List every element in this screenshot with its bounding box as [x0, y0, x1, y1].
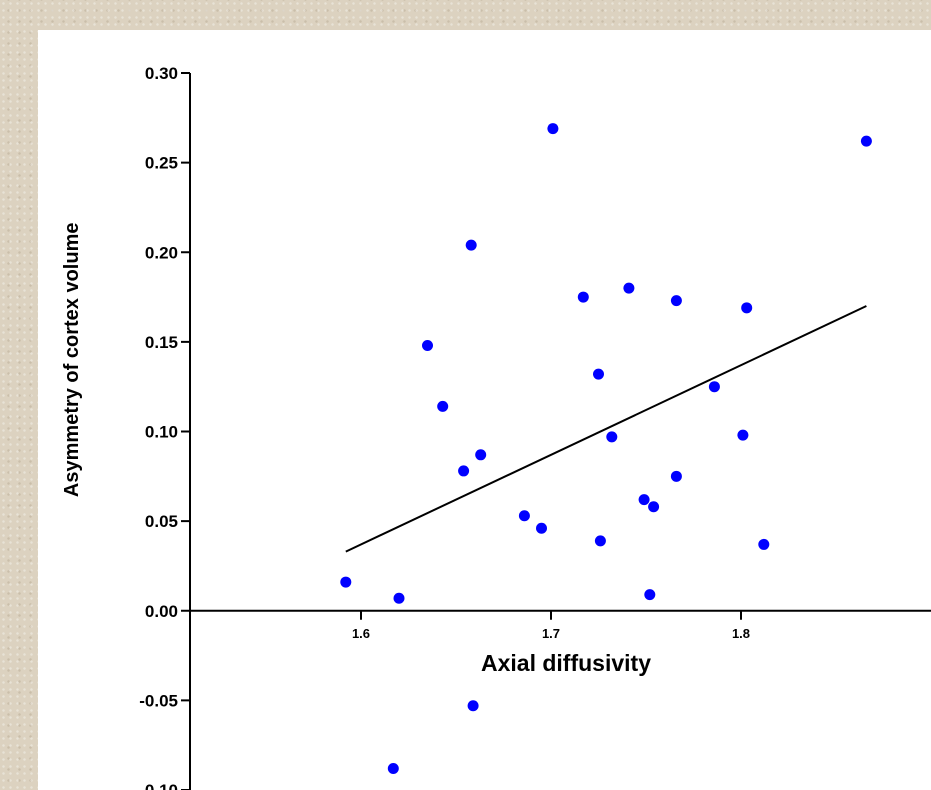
y-tick-label: 0.20 — [145, 243, 178, 262]
y-tick-label: 0.00 — [145, 602, 178, 621]
x-tick-label: 1.8 — [732, 626, 750, 641]
y-tick-label: 0.10 — [145, 423, 178, 442]
x-tick-label: 1.6 — [352, 626, 370, 641]
data-point — [577, 291, 589, 303]
data-point — [648, 501, 660, 513]
x-tick-label: 1.7 — [542, 626, 560, 641]
data-point — [518, 510, 530, 522]
data-point — [594, 535, 606, 547]
data-point — [458, 465, 470, 477]
y-tick-label: -0.10 — [139, 781, 178, 790]
data-point — [741, 302, 753, 314]
data-point — [467, 700, 479, 712]
y-axis-title: Asymmetry of cortex volume — [61, 223, 83, 498]
x-axis-title: Axial diffusivity — [481, 650, 651, 676]
axes: 0.30 0.25 0.20 0.15 0.10 0.05 0.00 -0.05 -0.10 1.… — [139, 64, 931, 790]
data-point — [465, 239, 477, 251]
y-tick-label: 0.15 — [145, 333, 178, 352]
data-point — [393, 592, 405, 604]
data-point — [547, 123, 559, 135]
data-point — [758, 538, 770, 550]
data-point — [670, 295, 682, 307]
data-point — [340, 576, 352, 588]
data-point — [593, 368, 604, 380]
y-tick-label: 0.30 — [145, 64, 178, 83]
data-point — [475, 449, 487, 461]
data-point — [387, 762, 399, 774]
regression-layer — [345, 305, 867, 553]
data-point — [422, 339, 433, 351]
chart-panel: 0.30 0.25 0.20 0.15 0.10 0.05 0.00 -0.05 -0.10 1.… — [38, 30, 931, 790]
data-point — [638, 494, 650, 506]
scatter-chart: 0.30 0.25 0.20 0.15 0.10 0.05 0.00 -0.05 -0.10 1.… — [61, 64, 931, 790]
y-tick-label: 0.05 — [145, 512, 178, 531]
data-point — [670, 470, 682, 482]
y-tick-label: -0.05 — [139, 691, 178, 710]
data-point — [606, 431, 618, 443]
y-tick-label: 0.25 — [145, 154, 178, 173]
data-point — [623, 282, 635, 294]
data-point — [644, 589, 656, 601]
data-point — [708, 381, 720, 393]
data-point — [737, 429, 749, 441]
data-point — [860, 135, 872, 147]
data-point — [437, 400, 449, 412]
points-layer — [340, 123, 872, 774]
regression-line — [345, 305, 867, 553]
data-point — [536, 522, 547, 534]
